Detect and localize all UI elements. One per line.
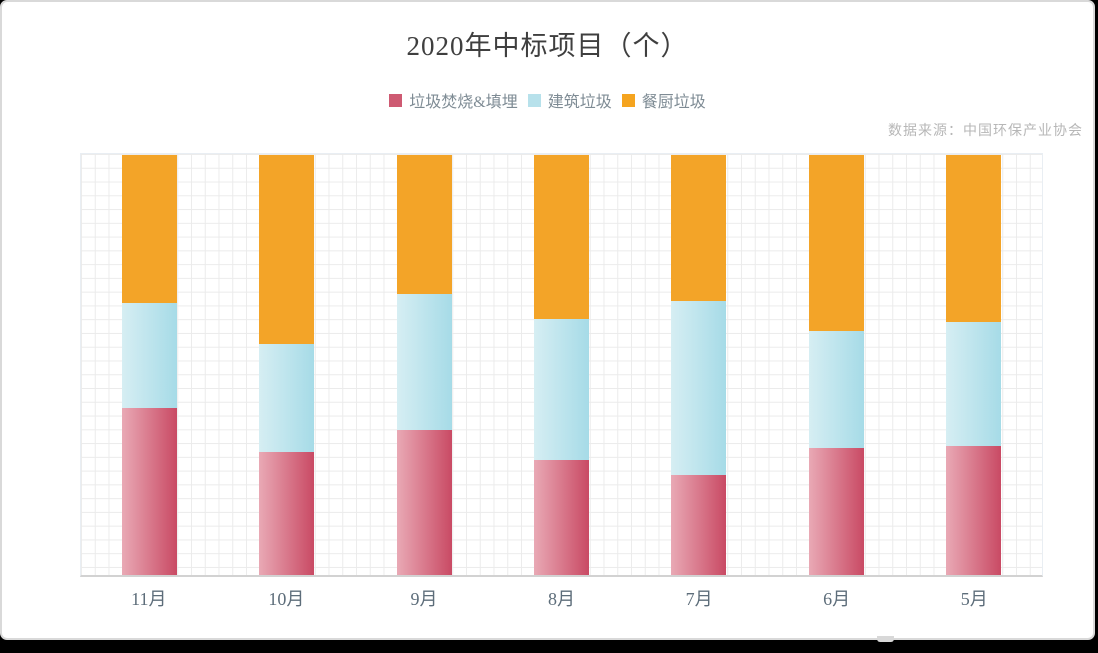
bar-segment	[122, 155, 178, 303]
bars-layer	[81, 154, 1042, 575]
legend-swatch-icon	[621, 93, 635, 107]
data-source-note: 数据来源：中国环保产业协会	[888, 124, 1083, 139]
bar-segment	[259, 451, 315, 575]
legend-item-construction-waste: 建筑垃圾	[527, 88, 612, 112]
bar-segment	[808, 331, 864, 449]
legend-label: 垃圾焚烧&填埋	[409, 94, 518, 111]
x-axis-labels: 11月 10月 9月 8月 7月 6月 5月	[80, 585, 1043, 611]
legend-label: 餐厨垃圾	[641, 94, 706, 111]
bar-segment	[122, 407, 178, 575]
x-axis-label: 5月	[960, 589, 988, 609]
bar-column	[81, 154, 218, 575]
bar-segment	[396, 155, 452, 295]
stacked-bar	[533, 155, 589, 575]
bar-segment	[671, 475, 727, 575]
bar-segment	[945, 446, 1001, 575]
bar-column	[767, 154, 904, 575]
stacked-bar	[945, 155, 1001, 575]
bar-column	[493, 154, 630, 575]
bar-segment	[945, 155, 1001, 323]
stacked-bar	[671, 155, 727, 575]
stacked-bar	[396, 155, 452, 575]
legend-swatch-icon	[527, 93, 541, 107]
bar-segment	[671, 301, 727, 476]
bar-segment	[533, 318, 589, 460]
stacked-bar	[122, 155, 178, 575]
legend-item-kitchen-waste: 餐厨垃圾	[621, 88, 706, 112]
x-axis-label: 11月	[131, 589, 167, 609]
bar-segment	[259, 344, 315, 452]
bar-segment	[396, 294, 452, 431]
x-axis-label: 6月	[823, 589, 851, 609]
plot-area	[80, 153, 1043, 577]
x-axis-label: 10月	[268, 589, 305, 609]
x-axis-label: 9月	[410, 589, 438, 609]
chart-card: 2020年中标项目（个） 垃圾焚烧&填埋 建筑垃圾 餐厨垃圾 数据来源：中国环保…	[0, 0, 1095, 640]
bar-segment	[122, 302, 178, 408]
bar-column	[630, 154, 767, 575]
bar-segment	[945, 322, 1001, 447]
bar-column	[218, 154, 355, 575]
bar-segment	[259, 155, 315, 345]
x-axis-label: 7月	[685, 589, 713, 609]
bar-segment	[533, 155, 589, 319]
legend: 垃圾焚烧&填埋 建筑垃圾 餐厨垃圾	[2, 88, 1093, 112]
stacked-bar	[808, 155, 864, 575]
x-axis-label: 8月	[548, 589, 576, 609]
bar-segment	[808, 155, 864, 331]
stacked-bar	[259, 155, 315, 575]
legend-label: 建筑垃圾	[547, 94, 612, 111]
bar-segment	[533, 459, 589, 575]
legend-swatch-icon	[389, 93, 403, 107]
bar-segment	[808, 448, 864, 575]
bar-segment	[396, 430, 452, 575]
bar-column	[905, 154, 1042, 575]
bar-column	[356, 154, 493, 575]
bar-segment	[671, 155, 727, 302]
chart-title: 2020年中标项目（个）	[406, 31, 689, 61]
bottom-notch	[877, 636, 894, 642]
legend-item-incineration-landfill: 垃圾焚烧&填埋	[389, 88, 518, 112]
